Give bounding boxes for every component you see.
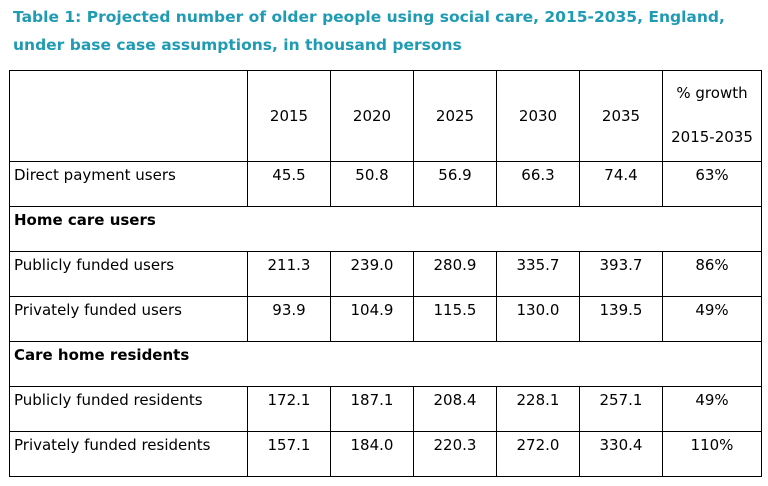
table-row: Privately funded users 93.9 104.9 115.5 … xyxy=(9,296,762,342)
header-year-2015: 2015 xyxy=(247,70,331,162)
cell-value: 239.0 xyxy=(330,251,414,297)
cell-value: 330.4 xyxy=(579,431,663,477)
table-row: Publicly funded users 211.3 239.0 280.9 … xyxy=(9,251,762,297)
header-year-2035: 2035 xyxy=(579,70,663,162)
cell-value: 220.3 xyxy=(413,431,497,477)
cell-value: 157.1 xyxy=(247,431,331,477)
cell-growth: 49% xyxy=(662,386,762,432)
table-row: Direct payment users 45.5 50.8 56.9 66.3… xyxy=(9,161,762,207)
row-label: Publicly funded residents xyxy=(9,386,248,432)
cell-growth: 63% xyxy=(662,161,762,207)
section-label-home-care: Home care users xyxy=(9,206,762,252)
section-row: Home care users xyxy=(9,206,762,252)
cell-value: 272.0 xyxy=(496,431,580,477)
cell-growth: 86% xyxy=(662,251,762,297)
cell-value: 139.5 xyxy=(579,296,663,342)
social-care-projection-table: 2015 2020 2025 2030 2035 % growth 2015-2… xyxy=(9,70,762,477)
cell-value: 130.0 xyxy=(496,296,580,342)
cell-value: 228.1 xyxy=(496,386,580,432)
row-label: Privately funded residents xyxy=(9,431,248,477)
cell-value: 335.7 xyxy=(496,251,580,297)
cell-value: 211.3 xyxy=(247,251,331,297)
cell-value: 280.9 xyxy=(413,251,497,297)
row-label: Privately funded users xyxy=(9,296,248,342)
cell-value: 66.3 xyxy=(496,161,580,207)
cell-growth: 49% xyxy=(662,296,762,342)
cell-value: 104.9 xyxy=(330,296,414,342)
cell-value: 50.8 xyxy=(330,161,414,207)
row-label: Direct payment users xyxy=(9,161,248,207)
header-year-2030: 2030 xyxy=(496,70,580,162)
cell-value: 184.0 xyxy=(330,431,414,477)
header-year-2020: 2020 xyxy=(330,70,414,162)
cell-value: 393.7 xyxy=(579,251,663,297)
header-row: 2015 2020 2025 2030 2035 % growth 2015-2… xyxy=(9,70,762,162)
cell-value: 172.1 xyxy=(247,386,331,432)
table-row: Publicly funded residents 172.1 187.1 20… xyxy=(9,386,762,432)
section-label-care-home: Care home residents xyxy=(9,341,762,387)
cell-value: 93.9 xyxy=(247,296,331,342)
table-row: Privately funded residents 157.1 184.0 2… xyxy=(9,431,762,477)
cell-growth: 110% xyxy=(662,431,762,477)
cell-value: 115.5 xyxy=(413,296,497,342)
header-empty-cell xyxy=(9,70,248,162)
row-label: Publicly funded users xyxy=(9,251,248,297)
section-row: Care home residents xyxy=(9,341,762,387)
header-growth-line2: 2015-2035 xyxy=(671,128,753,146)
cell-value: 208.4 xyxy=(413,386,497,432)
header-year-2025: 2025 xyxy=(413,70,497,162)
cell-value: 257.1 xyxy=(579,386,663,432)
table-caption: Table 1: Projected number of older peopl… xyxy=(13,8,725,54)
cell-value: 45.5 xyxy=(247,161,331,207)
cell-value: 187.1 xyxy=(330,386,414,432)
header-growth: % growth 2015-2035 xyxy=(662,70,762,162)
cell-value: 74.4 xyxy=(579,161,663,207)
cell-value: 56.9 xyxy=(413,161,497,207)
header-growth-line1: % growth xyxy=(676,84,748,102)
